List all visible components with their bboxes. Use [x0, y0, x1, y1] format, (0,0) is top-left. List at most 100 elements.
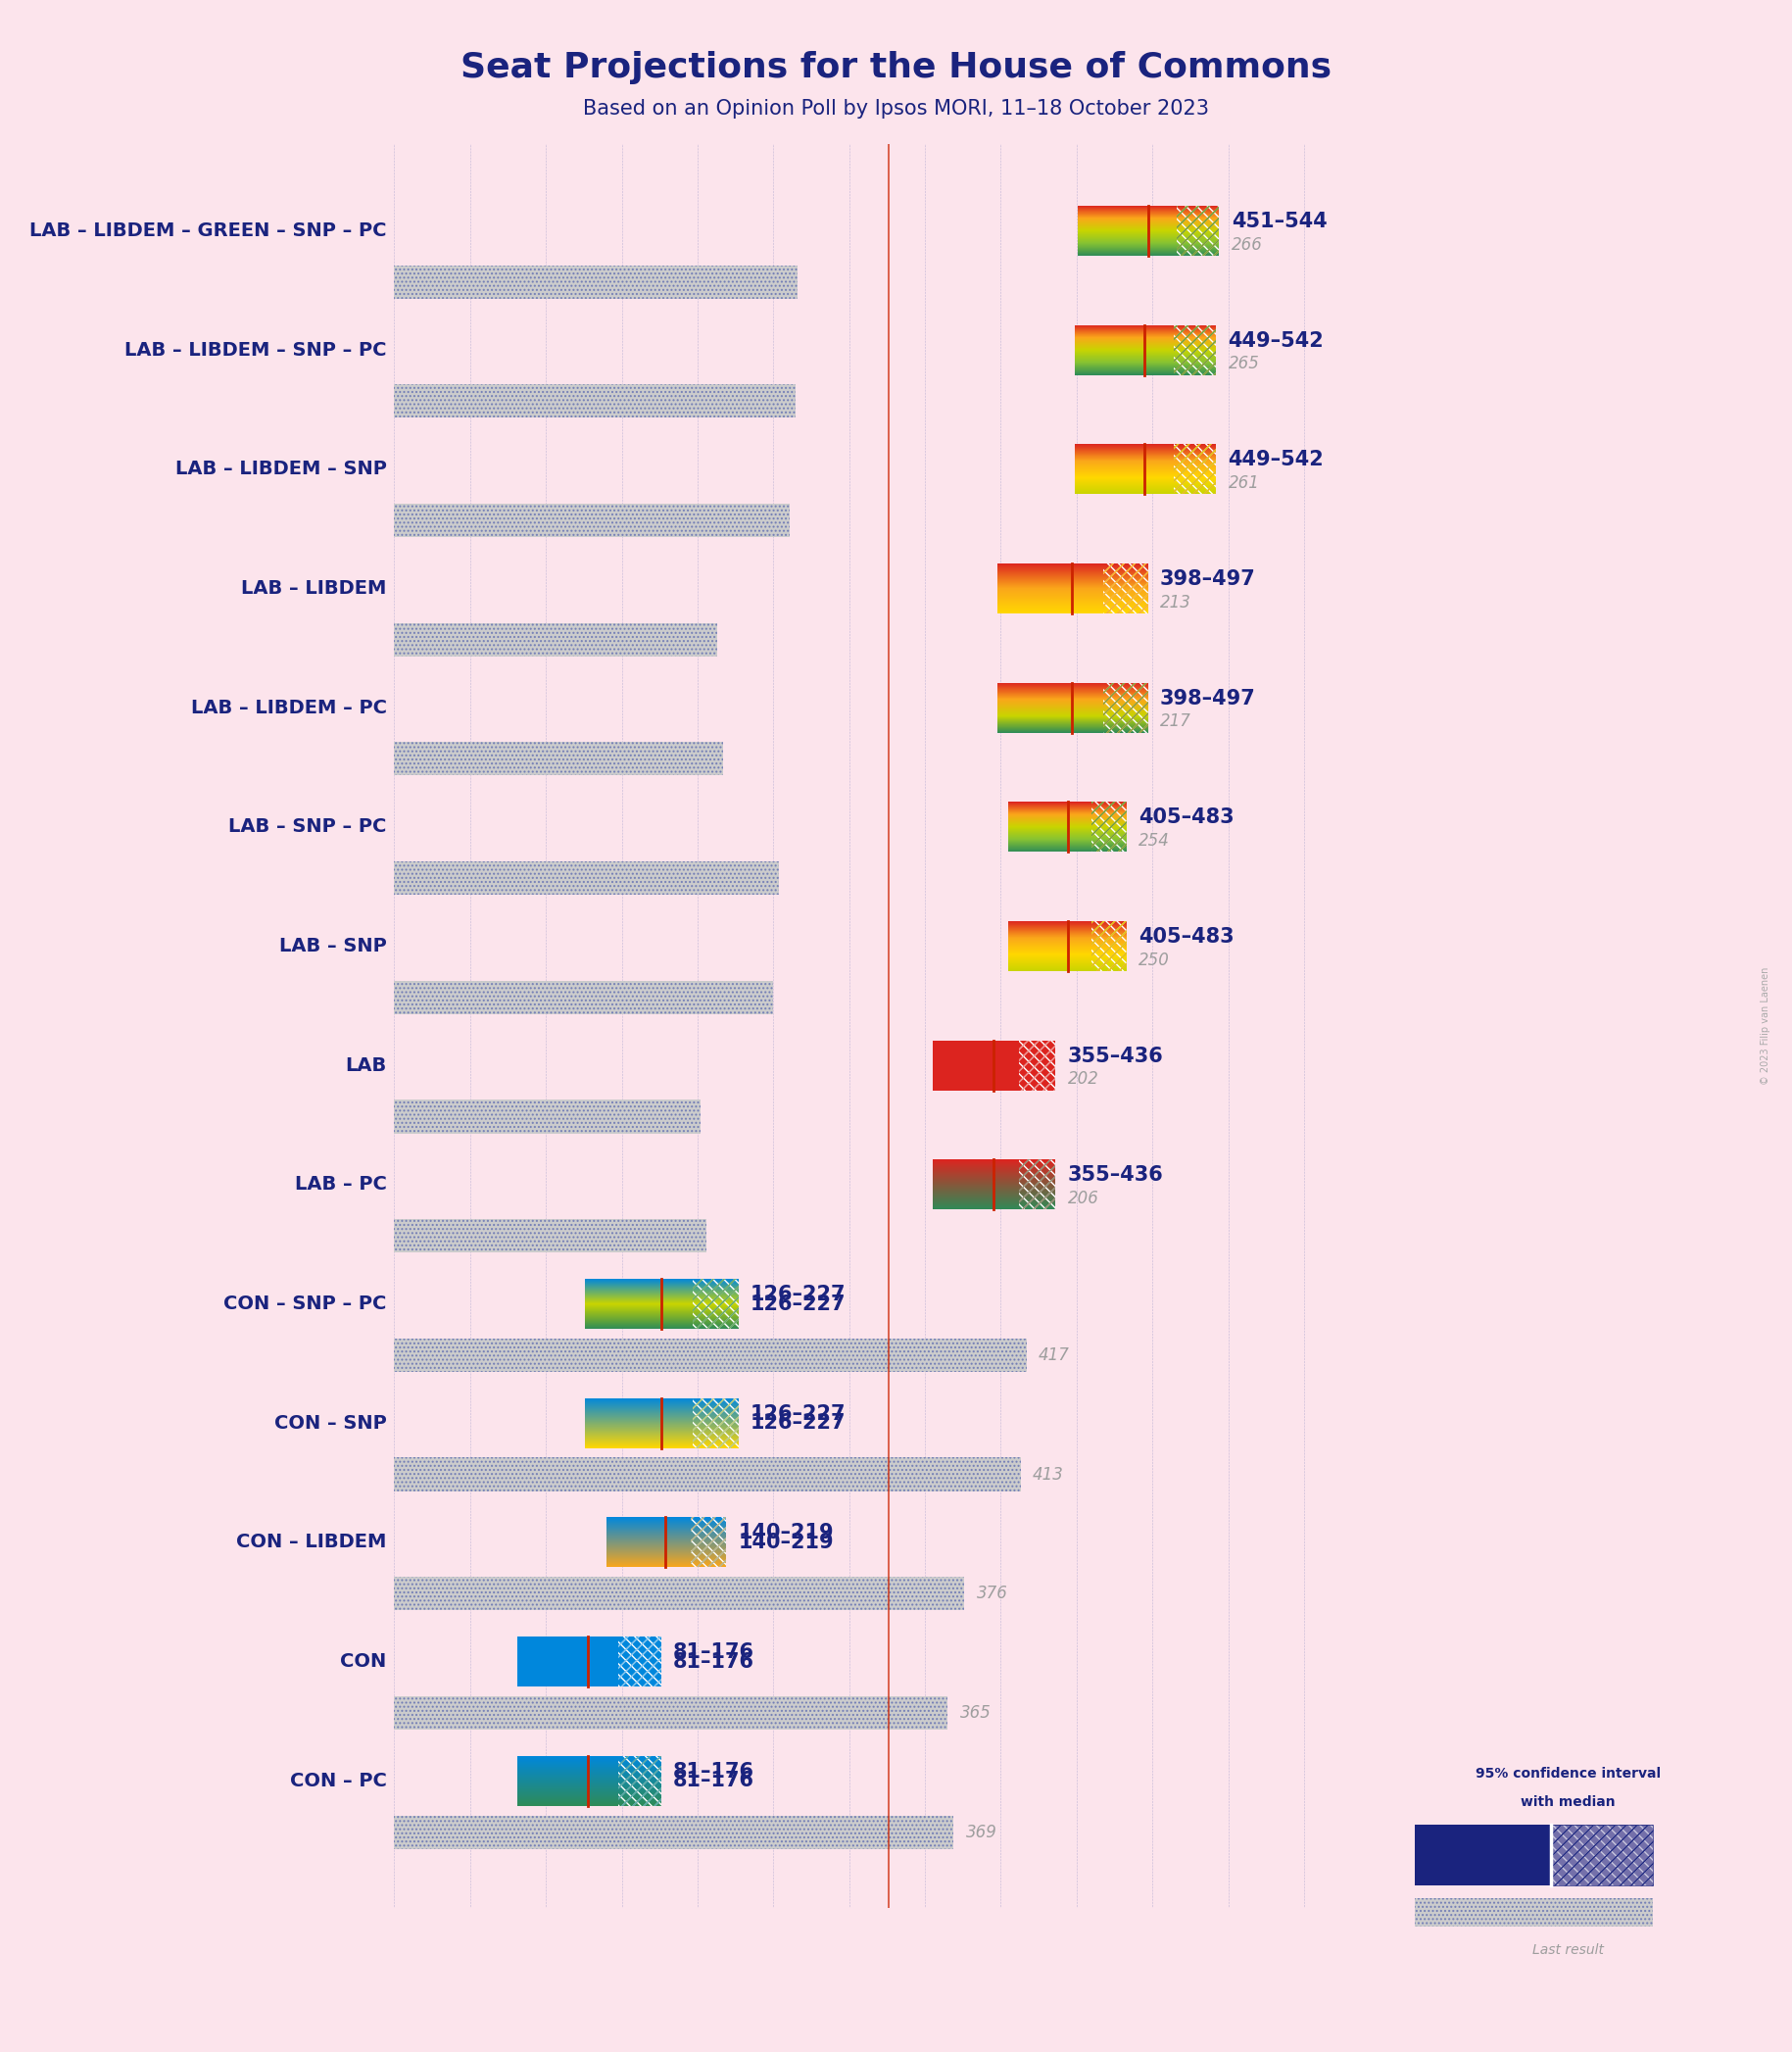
Bar — [1174, 443, 1217, 495]
Bar — [1177, 205, 1219, 256]
Bar — [1018, 1040, 1055, 1090]
Bar — [618, 1757, 661, 1806]
Bar — [394, 1100, 701, 1133]
Bar — [394, 743, 724, 776]
Bar — [394, 1816, 953, 1849]
Text: Last result: Last result — [1532, 1943, 1604, 1958]
Bar — [1174, 324, 1217, 376]
Bar — [1018, 1159, 1055, 1209]
Text: 250: 250 — [1138, 952, 1170, 969]
Bar — [692, 1397, 738, 1449]
Bar — [1091, 921, 1127, 971]
Text: 449–542: 449–542 — [1228, 330, 1324, 351]
Bar — [394, 624, 717, 657]
Bar — [618, 1757, 661, 1806]
Bar — [1174, 443, 1217, 495]
Bar — [692, 1397, 738, 1449]
Text: CON – PC: CON – PC — [290, 1771, 387, 1789]
Text: Based on an Opinion Poll by Ipsos MORI, 11–18 October 2023: Based on an Opinion Poll by Ipsos MORI, … — [582, 98, 1210, 119]
Text: LAB – PC: LAB – PC — [294, 1176, 387, 1194]
Bar — [1550, 1824, 1652, 1886]
Bar — [1177, 205, 1219, 256]
Text: 266: 266 — [1231, 236, 1263, 252]
Bar — [394, 624, 717, 657]
Text: 81–176: 81–176 — [674, 1763, 754, 1781]
Text: LAB: LAB — [346, 1057, 387, 1075]
Bar — [1174, 443, 1217, 495]
Text: LAB – LIBDEM – GREEN – SNP – PC: LAB – LIBDEM – GREEN – SNP – PC — [29, 222, 387, 240]
Text: 265: 265 — [1228, 355, 1260, 373]
Text: 417: 417 — [1039, 1346, 1070, 1365]
Bar — [1174, 324, 1217, 376]
Bar — [394, 1457, 1020, 1492]
Text: 217: 217 — [1159, 712, 1192, 731]
Text: with median: with median — [1521, 1796, 1615, 1810]
Text: 398–497: 398–497 — [1159, 689, 1256, 708]
Bar — [618, 1637, 661, 1687]
Text: LAB – LIBDEM – SNP: LAB – LIBDEM – SNP — [176, 460, 387, 478]
Text: 140–219: 140–219 — [738, 1533, 833, 1551]
Text: LAB – LIBDEM – SNP – PC: LAB – LIBDEM – SNP – PC — [125, 341, 387, 359]
Bar — [1091, 921, 1127, 971]
Text: 81–176: 81–176 — [674, 1771, 754, 1791]
Bar — [394, 503, 790, 538]
Bar — [1174, 443, 1217, 495]
Bar — [692, 1278, 738, 1330]
Bar — [394, 743, 724, 776]
Bar — [1174, 324, 1217, 376]
Text: 355–436: 355–436 — [1068, 1047, 1163, 1065]
Text: 376: 376 — [977, 1584, 1007, 1603]
Text: CON: CON — [340, 1652, 387, 1670]
Bar — [394, 1697, 948, 1730]
Text: LAB – SNP – PC: LAB – SNP – PC — [229, 817, 387, 835]
Bar — [394, 1338, 1027, 1373]
Bar — [1091, 921, 1127, 971]
Text: 140–219: 140–219 — [738, 1523, 833, 1543]
Bar — [1102, 683, 1149, 733]
Bar — [394, 862, 780, 895]
Bar — [690, 1516, 726, 1568]
Bar — [394, 1457, 1020, 1492]
Bar — [394, 981, 774, 1014]
Text: 355–436: 355–436 — [1068, 1166, 1163, 1186]
Bar — [692, 1278, 738, 1330]
Bar — [1102, 683, 1149, 733]
Bar — [1091, 802, 1127, 852]
Text: 254: 254 — [1138, 831, 1170, 850]
Text: LAB – LIBDEM – PC: LAB – LIBDEM – PC — [190, 698, 387, 716]
Text: 398–497: 398–497 — [1159, 568, 1256, 589]
Bar — [1091, 921, 1127, 971]
Text: 202: 202 — [1068, 1071, 1098, 1088]
Bar — [1177, 205, 1219, 256]
Text: 126–227: 126–227 — [751, 1414, 846, 1432]
Bar — [394, 1816, 953, 1849]
Bar — [1091, 802, 1127, 852]
Bar — [1174, 324, 1217, 376]
Bar — [1091, 921, 1127, 971]
Text: CON – SNP – PC: CON – SNP – PC — [224, 1295, 387, 1313]
Text: 206: 206 — [1068, 1190, 1098, 1207]
Bar — [394, 384, 796, 419]
Bar — [1102, 564, 1149, 614]
Bar — [1102, 683, 1149, 733]
Text: 369: 369 — [966, 1824, 996, 1841]
Bar — [394, 1697, 948, 1730]
Bar — [1416, 1824, 1550, 1886]
Text: LAB – LIBDEM: LAB – LIBDEM — [242, 579, 387, 597]
Bar — [394, 503, 790, 538]
Bar — [394, 1576, 964, 1611]
Bar — [1102, 564, 1149, 614]
Bar — [1018, 1159, 1055, 1209]
Text: 449–542: 449–542 — [1228, 449, 1324, 470]
Text: 81–176: 81–176 — [674, 1642, 754, 1662]
Bar — [1174, 443, 1217, 495]
Bar — [1550, 1824, 1652, 1886]
Bar — [394, 862, 780, 895]
Bar — [394, 1100, 701, 1133]
Text: 261: 261 — [1228, 474, 1260, 492]
Text: 126–227: 126–227 — [751, 1295, 846, 1313]
Bar — [1177, 205, 1219, 256]
Text: CON – LIBDEM: CON – LIBDEM — [237, 1533, 387, 1551]
Bar — [1091, 802, 1127, 852]
Bar — [690, 1516, 726, 1568]
